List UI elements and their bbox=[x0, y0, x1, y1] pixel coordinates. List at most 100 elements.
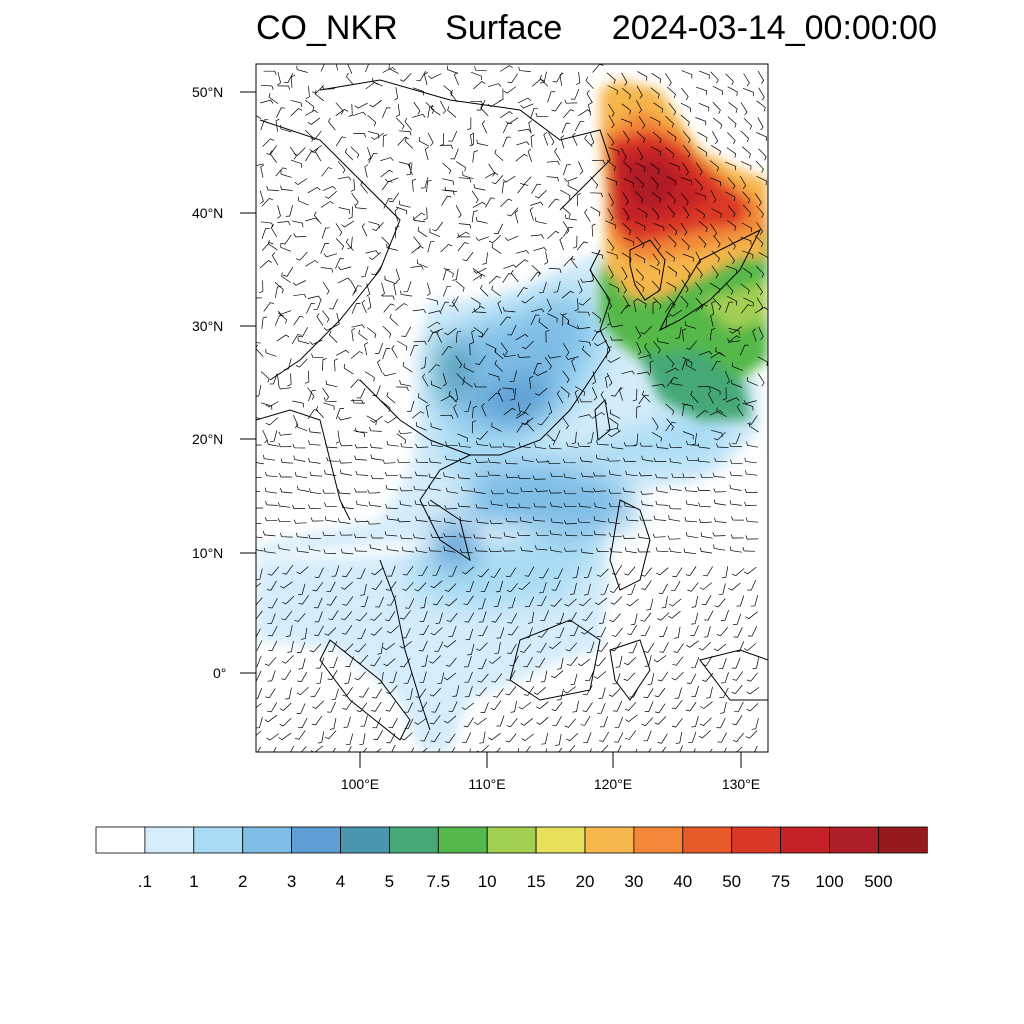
wind-barb bbox=[262, 429, 268, 444]
wind-barb bbox=[354, 444, 368, 449]
wind-barb bbox=[731, 379, 743, 388]
wind-barb bbox=[535, 458, 549, 463]
wind-barb bbox=[607, 518, 621, 525]
wind-barb bbox=[444, 583, 457, 592]
wind-barb bbox=[503, 86, 517, 94]
wind-barb bbox=[488, 275, 501, 285]
wind-barb bbox=[296, 547, 309, 553]
wind-barb bbox=[577, 658, 591, 667]
wind-barb bbox=[563, 686, 577, 694]
wind-barb bbox=[316, 313, 324, 326]
wind-barb bbox=[712, 101, 721, 114]
wind-barb bbox=[360, 265, 369, 278]
wind-barb bbox=[706, 686, 713, 699]
wind-barb bbox=[556, 612, 565, 624]
wind-barb bbox=[756, 205, 764, 218]
wind-barb bbox=[669, 547, 682, 554]
wind-barb bbox=[507, 207, 519, 217]
wind-barb bbox=[596, 440, 609, 446]
wind-barb bbox=[412, 87, 425, 96]
wind-barb bbox=[727, 338, 741, 343]
wind-barb bbox=[354, 643, 367, 653]
wind-barb bbox=[625, 730, 637, 740]
wind-barb bbox=[446, 612, 458, 623]
wind-barb bbox=[320, 201, 334, 208]
wind-barb bbox=[580, 548, 594, 554]
wind-barb bbox=[576, 325, 591, 330]
colorbar-label: 40 bbox=[673, 872, 693, 891]
wind-barb bbox=[455, 330, 462, 344]
wind-barb bbox=[280, 243, 292, 252]
wind-barb bbox=[413, 340, 427, 345]
wind-barb bbox=[606, 296, 613, 310]
wind-barb bbox=[515, 333, 529, 341]
wind-barb bbox=[323, 397, 337, 402]
wind-barb bbox=[561, 416, 569, 430]
wind-barb bbox=[653, 655, 667, 663]
wind-barb bbox=[399, 534, 413, 540]
wind-barb bbox=[667, 535, 681, 540]
wind-barb bbox=[412, 113, 426, 118]
wind-barb bbox=[280, 458, 294, 464]
wind-barb bbox=[317, 731, 325, 744]
wind-barb bbox=[412, 309, 427, 314]
wind-barb bbox=[533, 363, 542, 374]
wind-barb bbox=[502, 353, 516, 358]
wind-barb bbox=[671, 672, 684, 681]
wind-barb bbox=[718, 583, 726, 596]
wind-barb bbox=[455, 205, 462, 219]
wind-barb bbox=[586, 641, 595, 653]
wind-barb bbox=[367, 520, 381, 525]
wind-barb bbox=[263, 302, 275, 312]
wind-barb bbox=[386, 440, 399, 447]
wind-barb bbox=[448, 565, 457, 577]
wind-barb bbox=[592, 311, 602, 323]
wind-barb bbox=[499, 88, 504, 102]
wind-barb bbox=[345, 733, 354, 746]
wind-barb bbox=[323, 549, 337, 554]
wind-barb bbox=[592, 159, 606, 165]
wind-barb bbox=[396, 433, 407, 445]
wind-barb bbox=[614, 716, 624, 728]
wind-barb bbox=[739, 175, 747, 189]
wind-barb bbox=[293, 233, 307, 238]
wind-barb bbox=[413, 485, 427, 491]
wind-barb bbox=[651, 383, 666, 388]
wind-barb bbox=[518, 581, 531, 591]
wind-barb bbox=[395, 103, 400, 118]
wind-barb bbox=[360, 181, 368, 194]
wind-barb bbox=[281, 669, 292, 680]
wind-barb bbox=[278, 310, 292, 315]
wind-barb bbox=[657, 612, 670, 621]
wind-barb bbox=[758, 326, 764, 340]
title-level: Surface bbox=[445, 9, 563, 47]
wind-barb bbox=[695, 282, 703, 295]
wind-barb bbox=[688, 731, 697, 743]
colorbar-label: 30 bbox=[624, 872, 644, 891]
colorbar-swatch bbox=[878, 826, 928, 854]
wind-barb bbox=[501, 180, 508, 194]
wind-barb bbox=[535, 217, 547, 225]
wind-barb bbox=[435, 612, 443, 624]
wind-barb bbox=[260, 371, 270, 383]
wind-barb bbox=[621, 252, 632, 263]
wind-barb bbox=[656, 567, 669, 576]
wind-barb bbox=[730, 746, 743, 752]
wind-barb bbox=[589, 132, 595, 146]
wind-barb bbox=[395, 225, 400, 239]
wind-barb bbox=[256, 568, 263, 581]
wind-barb bbox=[494, 149, 504, 161]
wind-barb bbox=[348, 746, 352, 752]
wind-barb bbox=[597, 642, 609, 652]
wind-barb bbox=[268, 239, 278, 251]
wind-barb bbox=[380, 169, 393, 178]
wind-barb bbox=[553, 281, 561, 293]
wind-barb bbox=[495, 580, 504, 593]
wind-barb bbox=[727, 335, 741, 344]
wind-barb bbox=[493, 688, 504, 698]
wind-barb bbox=[623, 130, 630, 144]
wind-barb bbox=[668, 504, 682, 510]
wind-barb bbox=[505, 517, 519, 523]
wind-barb bbox=[308, 427, 322, 434]
wind-barb bbox=[479, 731, 486, 744]
